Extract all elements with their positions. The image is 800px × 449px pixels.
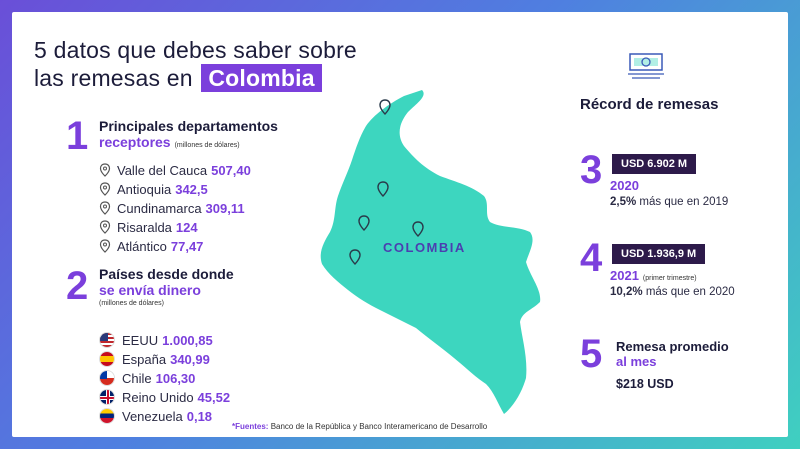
title-line-2: las remesas en xyxy=(34,65,193,91)
infographic-card: 5 datos que debes saber sobre las remesa… xyxy=(12,12,788,437)
record-4-pill: USD 1.936,9 M xyxy=(612,244,706,264)
chile-flag-icon xyxy=(99,370,115,386)
record-3-pct: 2,5% xyxy=(610,196,637,208)
department-value: 342,5 xyxy=(175,181,208,197)
record-4-year: 2021 (primer trimestre) xyxy=(610,268,697,283)
record-3-desc: más que en 2019 xyxy=(639,196,729,208)
country-value: 45,52 xyxy=(197,389,231,405)
department-name: Antioquia xyxy=(117,181,172,197)
country-name: Venezuela xyxy=(122,408,183,424)
title-highlight: Colombia xyxy=(201,64,322,92)
map-label: COLOMBIA xyxy=(383,240,466,255)
department-name: Valle del Cauca xyxy=(117,162,208,178)
country-value: 0,18 xyxy=(186,408,213,424)
section-1-title-line-1: Principales departamentos xyxy=(99,118,278,134)
section-1-title-line-2: receptores xyxy=(99,134,171,150)
spain-flag-icon xyxy=(99,351,115,367)
department-item: Valle del Cauca 507,40 xyxy=(99,162,251,178)
us-flag-icon xyxy=(99,332,115,348)
department-name: Cundinamarca xyxy=(117,200,202,216)
section-1-number: 1 xyxy=(66,114,89,158)
location-pin-icon xyxy=(99,239,111,253)
record-4-text: 10,2% más que en 2020 xyxy=(610,286,735,298)
country-item: Reino Unido 45,52 xyxy=(99,389,230,405)
department-item: Atlántico 77,47 xyxy=(99,238,203,254)
location-pin-icon xyxy=(412,221,424,237)
location-pin-icon xyxy=(99,182,111,196)
department-name: Risaralda xyxy=(117,219,172,235)
country-name: Reino Unido xyxy=(122,389,194,405)
average-title-line-1: Remesa promedio xyxy=(616,339,729,354)
country-name: España xyxy=(122,351,167,367)
map-pins xyxy=(349,99,424,265)
location-pin-icon xyxy=(379,99,391,115)
section-2-title-line-1: Países desde donde xyxy=(99,266,234,282)
record-4-note: (primer trimestre) xyxy=(642,275,697,282)
department-item: Cundinamarca 309,11 xyxy=(99,200,245,216)
record-4-pct: 10,2% xyxy=(610,286,643,298)
country-name: EEUU xyxy=(122,332,159,348)
department-value: 124 xyxy=(175,219,198,235)
country-value: 106,30 xyxy=(155,370,196,386)
record-3-pill: USD 6.902 M xyxy=(612,154,697,174)
country-value: 1.000,85 xyxy=(162,332,213,348)
venezuela-flag-icon xyxy=(99,408,115,424)
location-pin-icon xyxy=(99,201,111,215)
location-pin-icon xyxy=(377,181,389,197)
section-2-number: 2 xyxy=(66,264,89,308)
footer-text: Banco de la República y Banco Interameri… xyxy=(270,422,488,431)
country-item: Chile 106,30 xyxy=(99,370,195,386)
record-4-desc: más que en 2020 xyxy=(645,286,735,298)
average-value: $218 USD xyxy=(616,377,674,391)
average-title-line-2: al mes xyxy=(616,354,657,369)
record-3-number: 3 xyxy=(580,148,603,192)
average-title: Remesa promedio al mes xyxy=(616,339,729,369)
record-title: Récord de remesas xyxy=(580,96,719,113)
department-item: Antioquia 342,5 xyxy=(99,181,208,197)
footer-sources: *Fuentes: Banco de la República y Banco … xyxy=(232,422,487,431)
country-item: Venezuela 0,18 xyxy=(99,408,212,424)
location-pin-icon xyxy=(99,220,111,234)
colombia-map-shape xyxy=(320,90,541,414)
section-1-title: Principales departamentos receptores (mil… xyxy=(99,118,278,154)
title-line-1: 5 datos que debes saber sobre xyxy=(34,37,357,63)
uk-flag-icon xyxy=(99,389,115,405)
country-item: EEUU 1.000,85 xyxy=(99,332,213,348)
department-name: Atlántico xyxy=(117,238,167,254)
record-4-number: 4 xyxy=(580,236,603,280)
record-4-year-value: 2021 xyxy=(610,268,639,283)
section-2-unit-note: (millones de dólares) xyxy=(99,300,164,307)
average-number: 5 xyxy=(580,332,603,376)
record-3-year: 2020 xyxy=(610,178,639,193)
location-pin-icon xyxy=(99,163,111,177)
department-value: 309,11 xyxy=(205,200,245,216)
section-2-title-line-2: se envía dinero xyxy=(99,282,201,298)
department-value: 507,40 xyxy=(211,162,251,178)
money-icon xyxy=(628,53,664,79)
department-value: 77,47 xyxy=(170,238,204,254)
footer-label: *Fuentes: xyxy=(232,422,269,431)
location-pin-icon xyxy=(349,249,361,265)
department-item: Risaralda 124 xyxy=(99,219,198,235)
colombia-map xyxy=(320,90,541,414)
location-pin-icon xyxy=(358,215,370,231)
page-title: 5 datos que debes saber sobre las remesa… xyxy=(34,36,357,92)
country-value: 340,99 xyxy=(170,351,210,367)
record-3-year-value: 2020 xyxy=(610,178,639,193)
record-3-text: 2,5% más que en 2019 xyxy=(610,196,728,208)
section-1-unit-note: (millones de dólares) xyxy=(174,142,240,149)
section-2-title: Países desde donde se envía dinero xyxy=(99,266,234,298)
country-name: Chile xyxy=(122,370,152,386)
country-item: España 340,99 xyxy=(99,351,210,367)
